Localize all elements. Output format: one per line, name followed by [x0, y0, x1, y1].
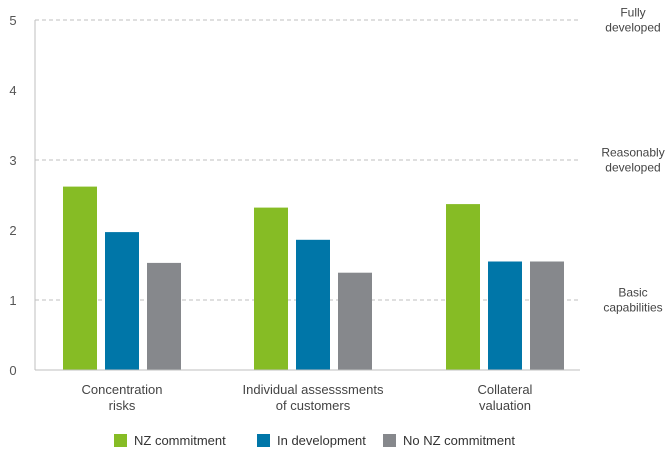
- reference-line-label: capabilities: [603, 301, 662, 315]
- legend-label: NZ commitment: [134, 433, 226, 448]
- x-category-label: Collateral: [478, 382, 533, 397]
- x-category-label: valuation: [479, 398, 531, 413]
- bar: [105, 232, 139, 370]
- bar: [147, 262, 181, 370]
- bars: [63, 186, 564, 370]
- reference-line-label: Basic: [618, 286, 647, 300]
- legend-swatch: [114, 434, 127, 447]
- x-category-label: Individual assesssments: [243, 382, 384, 397]
- reference-line-label: Reasonably: [601, 146, 664, 160]
- bar: [296, 239, 330, 370]
- bar: [338, 272, 372, 370]
- legend: NZ commitment In development No NZ commitm…: [114, 433, 515, 448]
- reference-line-label: developed: [605, 21, 660, 35]
- x-category-label: of customers: [276, 398, 351, 413]
- y-tick-label: 0: [9, 363, 16, 378]
- y-tick-label: 1: [9, 293, 16, 308]
- legend-label: In development: [277, 433, 366, 448]
- y-tick-label: 5: [9, 13, 16, 28]
- legend-label: No NZ commitment: [403, 433, 515, 448]
- legend-swatch: [257, 434, 270, 447]
- x-category-label: risks: [109, 398, 136, 413]
- y-tick-label: 2: [9, 223, 16, 238]
- bar: [446, 204, 480, 370]
- bar: [488, 261, 522, 370]
- x-category-label: Concentration: [82, 382, 163, 397]
- reference-lines: BasiccapabilitiesReasonablydevelopedFull…: [35, 6, 665, 315]
- bar: [63, 186, 97, 370]
- y-axis: 0 1 2 3 4 5: [9, 13, 36, 378]
- bar: [254, 207, 288, 370]
- y-tick-label: 3: [9, 153, 16, 168]
- bar: [530, 261, 564, 370]
- reference-line-label: developed: [605, 161, 660, 175]
- legend-swatch: [383, 434, 396, 447]
- reference-line-label: Fully: [620, 6, 645, 20]
- y-tick-label: 4: [9, 83, 16, 98]
